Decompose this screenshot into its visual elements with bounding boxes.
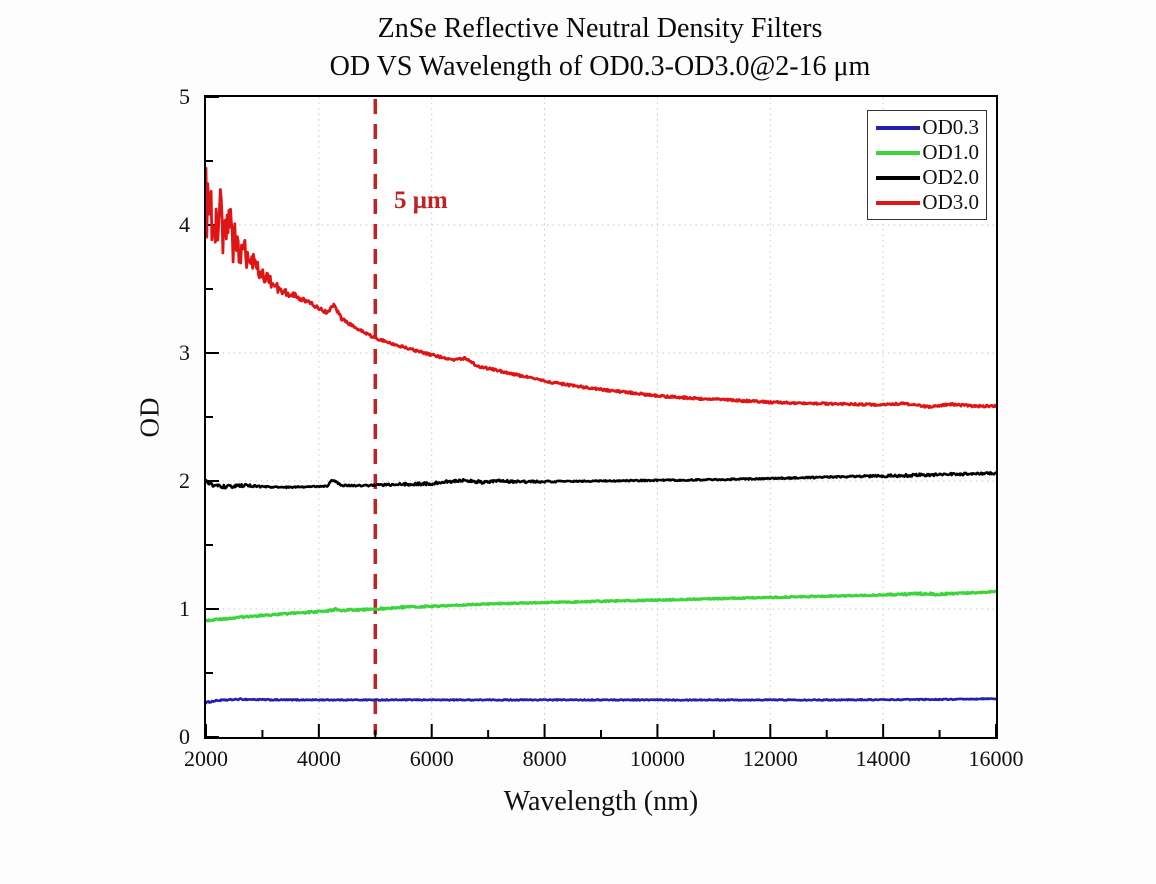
series-line-OD2.0 <box>206 471 996 490</box>
chart-title-line1: ZnSe Reflective Neutral Density Filters <box>377 13 823 44</box>
plot-svg <box>206 97 996 737</box>
series-line-OD1.0 <box>206 589 996 623</box>
y-tick-label-3: 3 <box>179 340 190 365</box>
legend-item-OD3.0: OD3.0 <box>876 190 979 215</box>
y-tick-label-4: 4 <box>179 212 190 237</box>
x-tick-label-14000: 14000 <box>855 746 911 771</box>
y-tick-label-1: 1 <box>179 596 190 621</box>
y-tick-label-0: 0 <box>179 724 190 749</box>
x-tick-label-12000: 12000 <box>742 746 798 771</box>
legend-label: OD1.0 <box>922 140 979 164</box>
y-axis-label: OD <box>134 396 165 438</box>
series-line-OD3.0 <box>206 166 996 410</box>
y-tick-label-2: 2 <box>179 468 190 493</box>
legend-item-OD2.0: OD2.0 <box>876 165 979 190</box>
legend-line-sample <box>876 175 921 180</box>
vline-annotation-label: 5 μm <box>394 187 448 214</box>
legend-line-sample <box>876 150 921 155</box>
legend-label: OD2.0 <box>922 165 979 189</box>
plot-area: 5 μm OD0.3 OD1.0 OD2.0 OD3.0 <box>204 95 998 739</box>
series-line-OD0.3 <box>206 697 996 705</box>
x-axis-label: Wavelength (nm) <box>503 786 699 817</box>
x-tick-label-6000: 6000 <box>409 746 454 771</box>
legend-line-sample <box>876 200 921 205</box>
y-tick-label-5: 5 <box>179 84 190 109</box>
chart-title-line2: OD VS Wavelength of OD0.3-OD3.0@2-16 μm <box>329 51 871 82</box>
legend-item-OD1.0: OD1.0 <box>876 140 979 165</box>
x-tick-label-2000: 2000 <box>184 746 228 771</box>
legend-line-sample <box>876 125 921 130</box>
x-tick-label-10000: 10000 <box>629 746 685 771</box>
legend-item-OD0.3: OD0.3 <box>876 115 979 140</box>
legend-label: OD0.3 <box>922 115 979 139</box>
legend: OD0.3 OD1.0 OD2.0 OD3.0 <box>867 110 987 220</box>
x-tick-label-8000: 8000 <box>522 746 567 771</box>
x-tick-label-16000: 16000 <box>968 746 1024 771</box>
legend-label: OD3.0 <box>922 190 979 214</box>
x-tick-label-4000: 4000 <box>296 746 341 771</box>
